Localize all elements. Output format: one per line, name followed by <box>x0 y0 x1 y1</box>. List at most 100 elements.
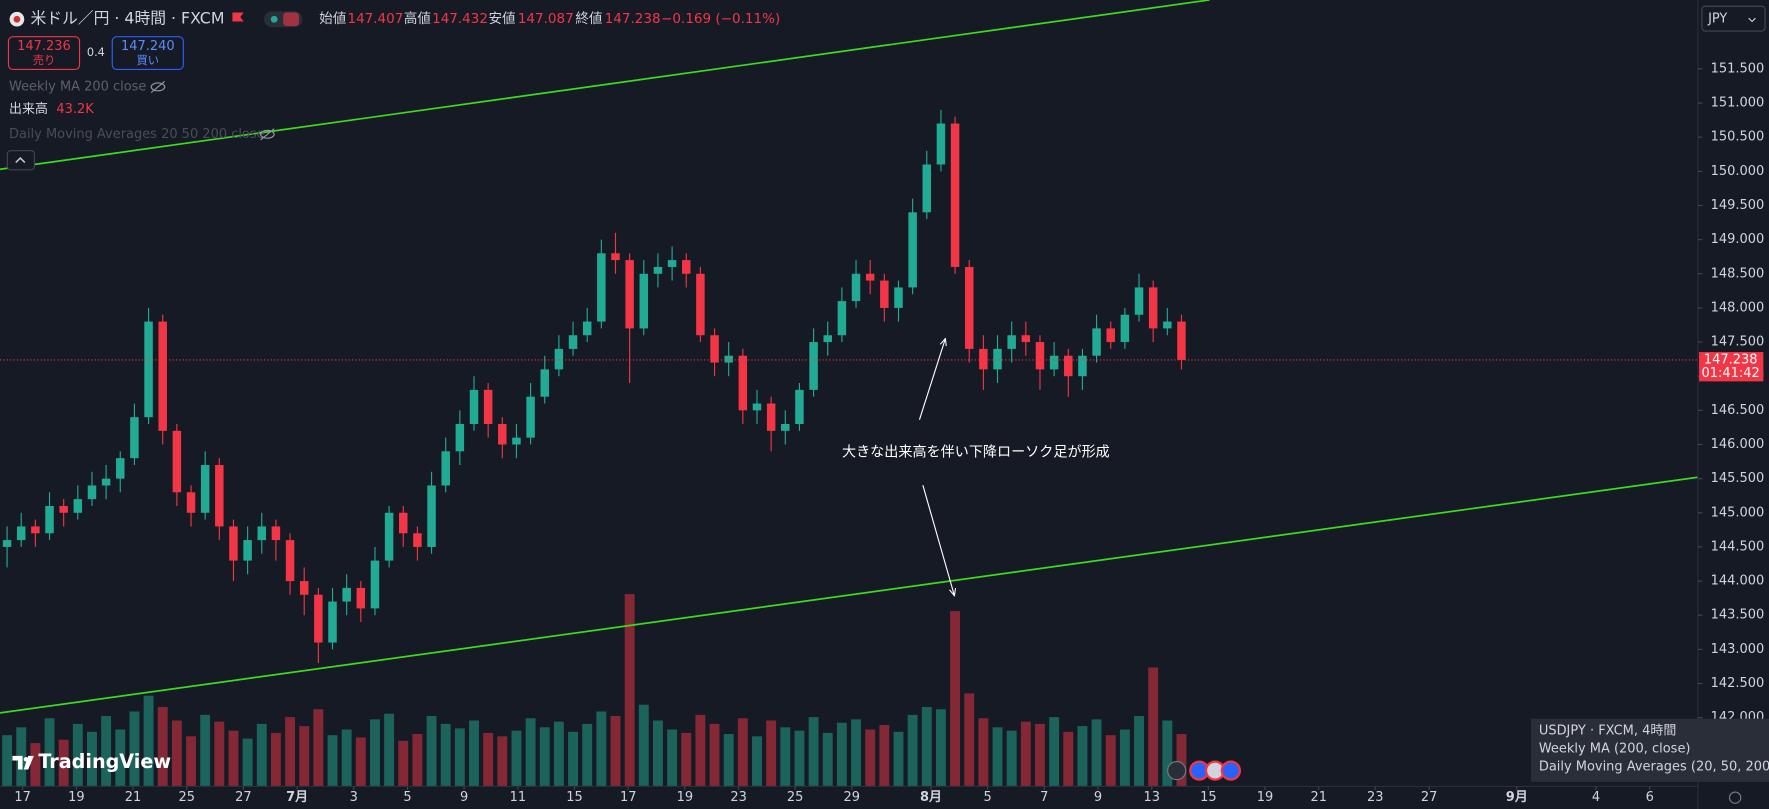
volume-bar <box>87 731 97 786</box>
candle-body <box>979 348 988 370</box>
x-tick-label: 19 <box>1257 790 1274 805</box>
volume-bar <box>1020 721 1031 786</box>
dropdown-icon <box>1748 17 1756 23</box>
volume-bar <box>624 594 635 786</box>
x-tick-label: 3 <box>350 790 358 805</box>
volume-bar <box>582 723 593 786</box>
y-tick-label: 145.500 <box>1711 471 1765 486</box>
y-tick-label: 149.500 <box>1711 198 1765 213</box>
volume-bar <box>553 721 564 786</box>
indicator-label[interactable]: Daily Moving Averages 20 50 200 close <box>9 127 265 142</box>
volume-bar <box>143 695 154 786</box>
volume-bar <box>652 720 663 786</box>
x-tick-label: 11 <box>510 790 527 805</box>
volume-bar <box>992 727 1003 786</box>
candle-body <box>1177 321 1186 360</box>
event-icon[interactable] <box>1167 761 1187 781</box>
logo-text[interactable]: TradingView <box>38 750 171 773</box>
symbol-title[interactable]: 米ドル／円 · 4時間 · FXCM <box>30 9 224 28</box>
volume-bar <box>525 718 536 786</box>
candle-body <box>243 540 252 561</box>
candle-body <box>964 266 974 349</box>
candle-body <box>101 478 111 486</box>
volume-bar <box>440 723 451 786</box>
currency-button[interactable] <box>1701 5 1766 32</box>
volume-bar <box>370 719 380 786</box>
volume-bar <box>341 729 352 786</box>
x-tick-label: 5 <box>983 790 991 805</box>
volume-bar <box>270 732 281 786</box>
candle-body <box>681 260 691 274</box>
volume-bar <box>129 711 140 786</box>
buy-button[interactable] <box>111 36 184 70</box>
volume-bar <box>355 737 366 786</box>
sell-price: 147.236 <box>17 39 71 54</box>
volume-bar <box>299 726 310 786</box>
volume-bar <box>228 730 239 786</box>
volume-bar <box>58 739 69 786</box>
volume-bar <box>568 731 579 786</box>
x-tick-label: 7 <box>1040 790 1048 805</box>
volume-bar <box>723 734 734 786</box>
x-tick-label: 19 <box>68 790 85 805</box>
collapse-button[interactable] <box>6 150 35 171</box>
indicator-label[interactable]: 出来高 <box>9 101 48 117</box>
candle-body <box>1134 287 1144 315</box>
candle-body <box>31 526 40 534</box>
volume-bar <box>596 711 607 786</box>
candle-body <box>894 287 903 308</box>
hidden-icon[interactable] <box>150 82 166 92</box>
volume-bar <box>1134 715 1144 786</box>
volume-bar <box>157 706 168 786</box>
candle-body <box>45 505 54 534</box>
candle-body <box>766 403 776 431</box>
volume-bar <box>256 723 267 786</box>
x-tick-label: 25 <box>787 790 804 805</box>
candle-body <box>1007 335 1016 349</box>
candle-body <box>186 492 196 513</box>
volume-bar <box>1035 723 1045 786</box>
candle-body <box>667 260 677 267</box>
event-icon[interactable] <box>1220 760 1242 781</box>
candle-body <box>554 348 564 370</box>
flag-icon[interactable] <box>232 12 244 22</box>
candle-body <box>908 212 917 288</box>
volume-bar <box>794 730 805 786</box>
volume-bar <box>808 717 819 786</box>
candle-body <box>285 540 295 582</box>
volume-bar <box>44 718 55 786</box>
candle-body <box>512 437 521 445</box>
candle-body <box>1078 355 1087 377</box>
hidden-icon <box>150 80 166 93</box>
volume-bar <box>780 727 791 786</box>
ohlc-value: 147.087 <box>518 11 574 27</box>
volume-bar <box>497 736 508 786</box>
annotation-arrow <box>922 485 955 596</box>
sell-label: 売り <box>33 54 56 67</box>
hidden-icon[interactable] <box>260 129 275 139</box>
volume-bar <box>1077 726 1088 786</box>
candle-body <box>1035 342 1045 370</box>
settings-icon[interactable] <box>1728 791 1742 804</box>
axes: 142.000142.500143.000143.500144.000144.5… <box>14 61 1764 805</box>
x-tick-label: 9 <box>1094 790 1102 805</box>
volume-bar <box>1063 731 1074 786</box>
last-price-label: 147.238 <box>1704 352 1758 367</box>
y-tick-label: 151.000 <box>1711 96 1765 111</box>
countdown-label: 01:41:42 <box>1702 366 1760 381</box>
y-tick-label: 148.000 <box>1711 300 1765 315</box>
volume-bar <box>695 714 706 786</box>
candle-body <box>1148 287 1158 329</box>
candle-body <box>59 505 68 513</box>
indicator-label[interactable]: Weekly MA 200 close <box>9 79 146 94</box>
x-tick-label: 17 <box>620 790 637 805</box>
y-tick-label: 144.000 <box>1711 574 1765 589</box>
sell-button[interactable] <box>7 36 81 70</box>
candle-body <box>993 348 1002 370</box>
ohlc-value: 147.238 <box>605 11 661 27</box>
candle-body <box>922 164 932 213</box>
volume-bar <box>681 732 692 786</box>
candle-body <box>865 273 875 281</box>
candle-body <box>498 424 507 445</box>
volume-bar <box>426 715 437 786</box>
